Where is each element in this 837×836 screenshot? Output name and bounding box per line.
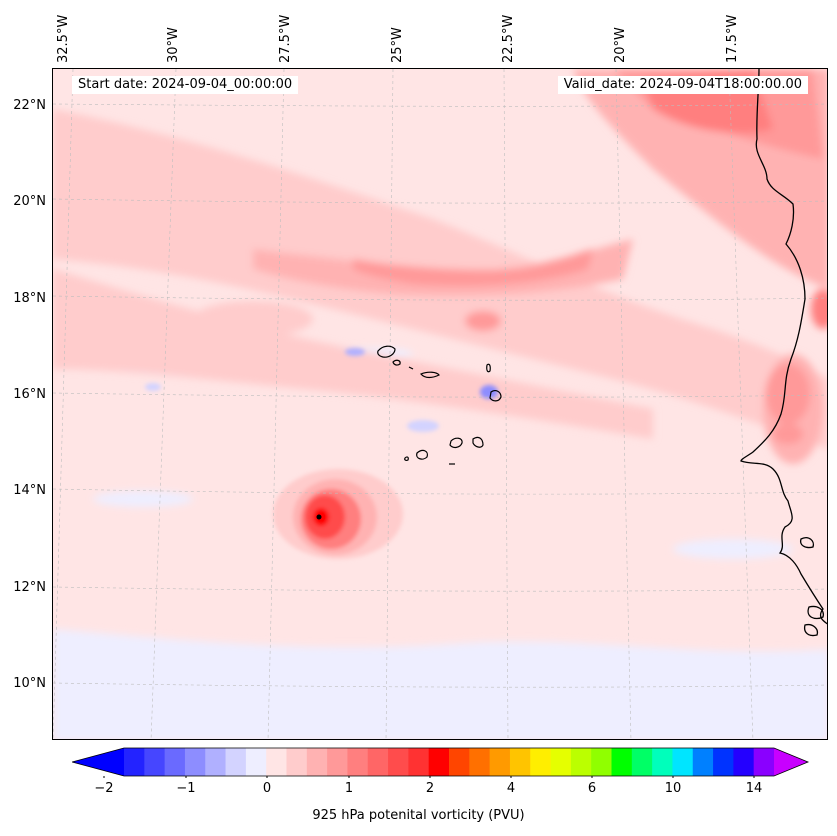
colorbar-segment [570,748,592,776]
colorbar-segment [306,748,328,776]
colorbar-segment [205,748,227,776]
latitude-label: 22°N [13,98,46,113]
colorbar-segment [408,748,430,776]
graticule [53,69,827,739]
colorbar-extend-max [774,748,808,776]
colorbar-segment [327,748,348,776]
latitude-label: 18°N [13,291,46,306]
longitude-label: 20°W [613,27,628,63]
colorbar-segment [753,748,775,776]
colorbar-segment [550,748,572,776]
longitude-label: 17.5°W [725,14,740,63]
colorbar-segment [713,748,734,776]
colorbar-segment [449,748,470,776]
colorbar-segment [428,748,450,776]
colorbar-segment [733,748,755,776]
cabo-verde-islands [377,345,502,465]
latitude-label: 16°N [13,387,46,402]
colorbar-segment [591,748,612,776]
colorbar-segment [347,748,369,776]
longitude-label: 30°W [166,27,181,63]
colorbar-segment [184,748,206,776]
start-date-label: Start date: 2024-09-04_00:00:00 [72,76,299,94]
latitude-label: 10°N [13,676,46,691]
colorbar-tick-label: 1 [344,781,354,796]
longitude-label: 27.5°W [278,14,293,63]
colorbar-extend-min [72,748,124,776]
colorbar-segment [245,748,267,776]
colorbar-segment [530,748,552,776]
colorbar-outline [72,747,810,777]
colorbar [72,747,810,778]
colorbar-tick-label: 10 [664,781,682,796]
colorbar-segment [631,748,653,776]
colorbar-segment [509,748,531,776]
colorbar-segment [652,748,673,776]
colorbar-segment [611,748,633,776]
pv-field-map [53,69,827,739]
valid-date-label: Valid_date: 2024-09-04T18:00:00.00 [557,76,808,94]
latitude-label: 12°N [13,580,46,595]
colorbar-tick-label: 14 [745,781,763,796]
colorbar-segment [164,748,186,776]
map-panel [52,68,828,740]
colorbar-segment [672,748,694,776]
colorbar-segment [388,748,409,776]
colorbar-segment [469,748,491,776]
colorbar-tick-label: −1 [176,781,196,796]
colorbar-segment [489,748,511,776]
vortex-feature [273,469,403,559]
colorbar-segment [286,748,308,776]
colorbar-tick-label: −2 [94,781,114,796]
colorbar-tick-label: 4 [506,781,516,796]
colorbar-segment [144,748,166,776]
colorbar-segment [266,748,287,776]
latitude-label: 14°N [13,483,46,498]
colorbar-tick-label: 2 [425,781,435,796]
colorbar-tick-label: 6 [587,781,597,796]
longitude-label: 22.5°W [501,14,516,63]
colorbar-segment [367,748,389,776]
latitude-label: 20°N [13,194,46,209]
colorbar-tick-label: 0 [262,781,272,796]
vortex-center [316,514,322,520]
island-negative-spots [145,348,498,432]
longitude-label: 25°W [390,27,405,63]
colorbar-title: 925 hPa potenital vorticity (PVU) [312,808,525,823]
colorbar-segment [225,748,247,776]
longitude-label: 32.5°W [56,14,71,63]
african-coastline [740,69,827,637]
colorbar-segment [692,748,714,776]
colorbar-segment [124,748,145,776]
